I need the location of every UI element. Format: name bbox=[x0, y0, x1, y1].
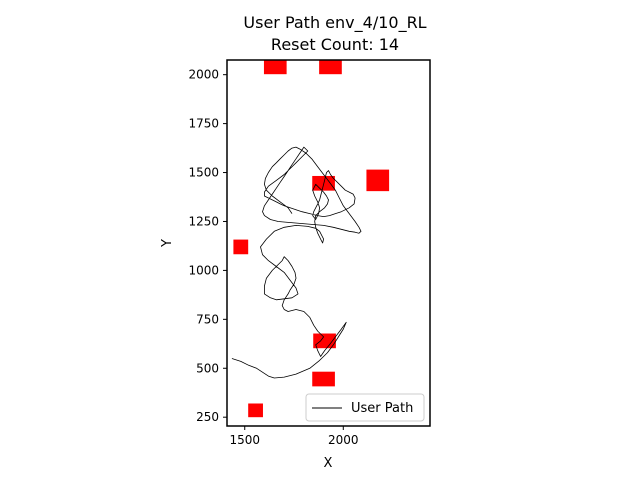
series-line-user-path bbox=[231, 146, 362, 379]
y-tick-label: 1000 bbox=[188, 263, 219, 277]
y-tick-label: 1500 bbox=[188, 166, 219, 180]
legend-label: User Path bbox=[351, 401, 413, 416]
chart-subtitle: Reset Count: 14 bbox=[271, 35, 399, 54]
y-tick-label: 500 bbox=[196, 361, 219, 375]
x-axis-ticks: 1500 2000 bbox=[229, 426, 359, 447]
y-tick-label: 750 bbox=[196, 312, 219, 326]
plot-area bbox=[227, 60, 430, 426]
x-tick-label: 2000 bbox=[328, 433, 359, 447]
x-axis-label: X bbox=[324, 456, 333, 471]
y-axis-ticks: 250 500 750 1000 1250 1500 1750 2000 bbox=[188, 68, 227, 424]
y-tick-label: 1250 bbox=[188, 214, 219, 228]
x-tick-label: 1500 bbox=[229, 433, 260, 447]
y-axis-label: Y bbox=[160, 239, 175, 248]
obstacle-marker-8 bbox=[248, 403, 263, 418]
obstacle-marker-3 bbox=[366, 169, 390, 192]
obstacle-marker-6 bbox=[313, 333, 336, 349]
path-layer bbox=[231, 146, 362, 379]
y-tick-label: 250 bbox=[196, 410, 219, 424]
chart-title: User Path env_4/10_RL bbox=[243, 13, 426, 33]
y-tick-label: 1750 bbox=[188, 117, 219, 131]
plot-frame bbox=[226, 59, 431, 427]
obstacle-marker-7 bbox=[312, 371, 335, 387]
obstacle-marker-5 bbox=[233, 239, 249, 255]
legend: User Path bbox=[305, 393, 425, 422]
y-tick-label: 2000 bbox=[188, 68, 219, 82]
legend-box bbox=[305, 393, 425, 422]
obstacle-marker-2 bbox=[319, 59, 342, 75]
obstacle-marker-1 bbox=[263, 59, 287, 75]
